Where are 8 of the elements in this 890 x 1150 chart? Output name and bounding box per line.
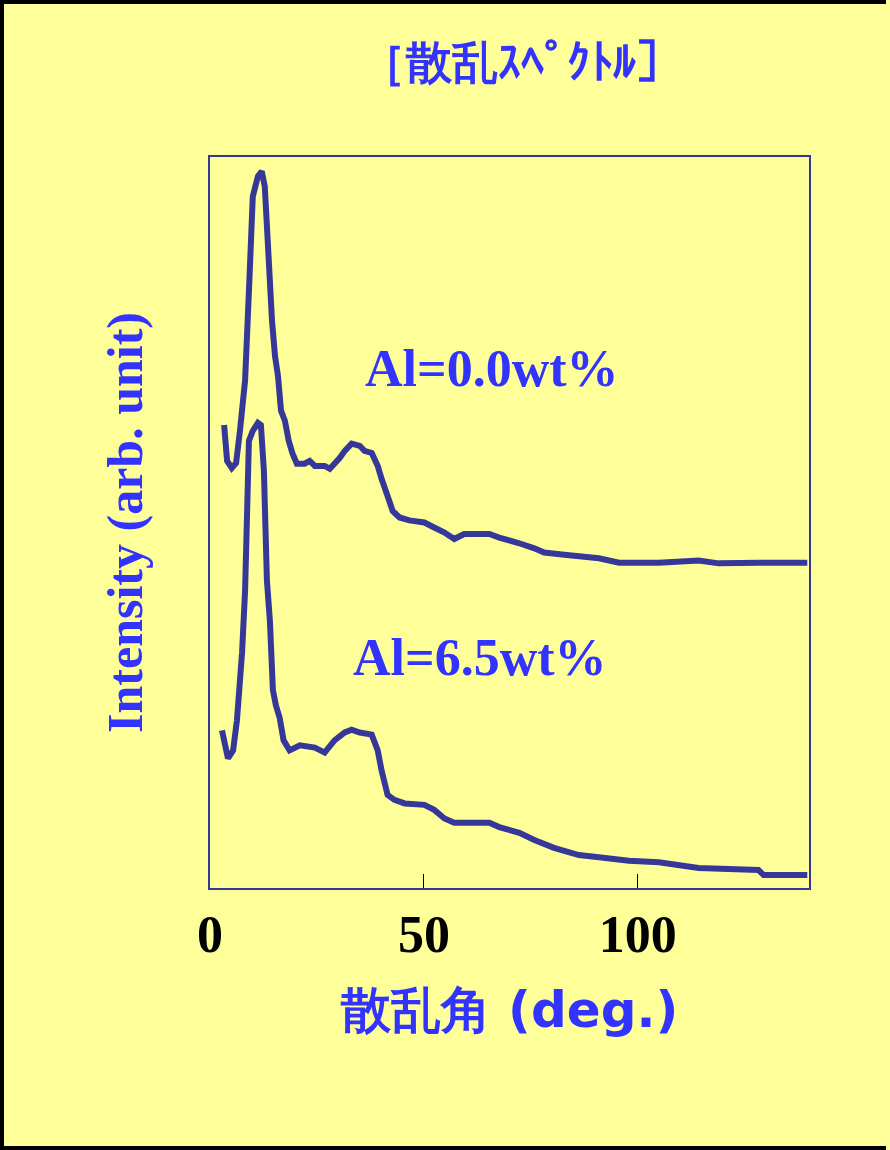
chart-title: ［散乱ｽﾍﾟｸﾄﾙ］ (360, 35, 683, 90)
x-tick-label: 50 (397, 906, 450, 964)
x-axis-title: 散乱角 (deg.) (339, 981, 679, 1040)
x-tick-label: 0 (197, 906, 223, 964)
x-tick-label: 100 (598, 906, 677, 964)
series-label: Al=0.0wt% (365, 340, 619, 397)
y-axis-title: Intensity (arb. unit) (96, 312, 153, 733)
series-label: Al=6.5wt% (353, 629, 607, 686)
